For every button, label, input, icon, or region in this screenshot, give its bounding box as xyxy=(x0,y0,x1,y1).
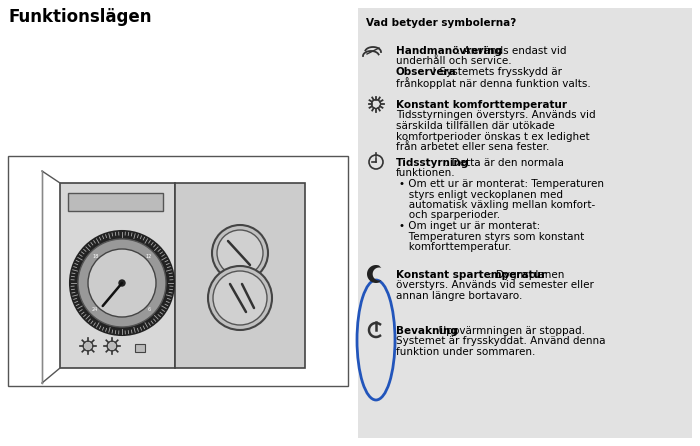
Text: Temperaturen styrs som konstant: Temperaturen styrs som konstant xyxy=(399,231,584,241)
Text: Systemet är frysskyddat. Använd denna: Systemet är frysskyddat. Använd denna xyxy=(396,336,606,347)
FancyBboxPatch shape xyxy=(175,183,305,368)
Circle shape xyxy=(208,266,272,330)
Text: Vad betyder symbolerna?: Vad betyder symbolerna? xyxy=(366,18,517,28)
Bar xyxy=(358,8,692,438)
Text: : Dygnsplanen: : Dygnsplanen xyxy=(489,270,564,280)
Text: 24: 24 xyxy=(92,307,98,312)
Text: Observera: Observera xyxy=(396,67,456,77)
Text: Handmanövrering: Handmanövrering xyxy=(396,46,502,56)
Bar xyxy=(135,344,145,352)
Circle shape xyxy=(83,341,93,351)
Bar xyxy=(68,193,163,211)
Circle shape xyxy=(70,231,174,335)
Text: Tidsstyrningen överstyrs. Används vid: Tidsstyrningen överstyrs. Används vid xyxy=(396,111,596,120)
Text: 18: 18 xyxy=(92,254,98,259)
Text: komfortperioder önskas t ex ledighet: komfortperioder önskas t ex ledighet xyxy=(396,132,589,141)
Text: . Uppvärmningen är stoppad.: . Uppvärmningen är stoppad. xyxy=(433,326,585,336)
Circle shape xyxy=(217,230,263,276)
Text: frånkopplat när denna funktion valts.: frånkopplat när denna funktion valts. xyxy=(396,78,591,89)
Text: . Detta är den normala: . Detta är den normala xyxy=(444,158,564,168)
Text: Bevakning: Bevakning xyxy=(396,326,458,336)
Bar xyxy=(8,156,348,386)
Text: från arbetet eller sena fester.: från arbetet eller sena fester. xyxy=(396,142,550,152)
Text: överstyrs. Används vid semester eller: överstyrs. Används vid semester eller xyxy=(396,281,594,290)
Text: och sparperioder.: och sparperioder. xyxy=(399,211,500,220)
Text: Funktionslägen: Funktionslägen xyxy=(8,8,151,26)
Polygon shape xyxy=(367,265,382,283)
Circle shape xyxy=(107,341,117,351)
Text: underhåll och service.: underhåll och service. xyxy=(396,57,512,66)
Text: särskilda tillfällen där utökade: särskilda tillfällen där utökade xyxy=(396,121,554,131)
Text: 12: 12 xyxy=(146,254,152,259)
Text: ! Systemets frysskydd är: ! Systemets frysskydd är xyxy=(433,67,563,77)
Text: .: . xyxy=(501,100,505,110)
Text: funktionen.: funktionen. xyxy=(396,169,456,178)
Text: • Om ett ur är monterat: Temperaturen: • Om ett ur är monterat: Temperaturen xyxy=(399,179,604,189)
Circle shape xyxy=(212,225,268,281)
Circle shape xyxy=(88,249,156,317)
FancyBboxPatch shape xyxy=(60,183,175,368)
Text: Tidsstyrning: Tidsstyrning xyxy=(396,158,470,168)
Text: automatisk växling mellan komfort-: automatisk växling mellan komfort- xyxy=(399,200,595,210)
Text: annan längre bortavaro.: annan längre bortavaro. xyxy=(396,291,522,301)
Text: . Används endast vid: . Används endast vid xyxy=(456,46,566,56)
Text: • Om inget ur är monterat:: • Om inget ur är monterat: xyxy=(399,221,540,231)
Circle shape xyxy=(78,239,166,327)
Text: funktion under sommaren.: funktion under sommaren. xyxy=(396,347,536,357)
Circle shape xyxy=(213,271,267,325)
Text: 6: 6 xyxy=(147,307,150,312)
Circle shape xyxy=(119,280,125,286)
Text: styrs enligt veckoplanen med: styrs enligt veckoplanen med xyxy=(399,190,563,199)
Text: Konstant komforttemperatur: Konstant komforttemperatur xyxy=(396,100,567,110)
Text: Konstant spartemperatur: Konstant spartemperatur xyxy=(396,270,546,280)
Text: komforttemperatur.: komforttemperatur. xyxy=(399,242,512,252)
